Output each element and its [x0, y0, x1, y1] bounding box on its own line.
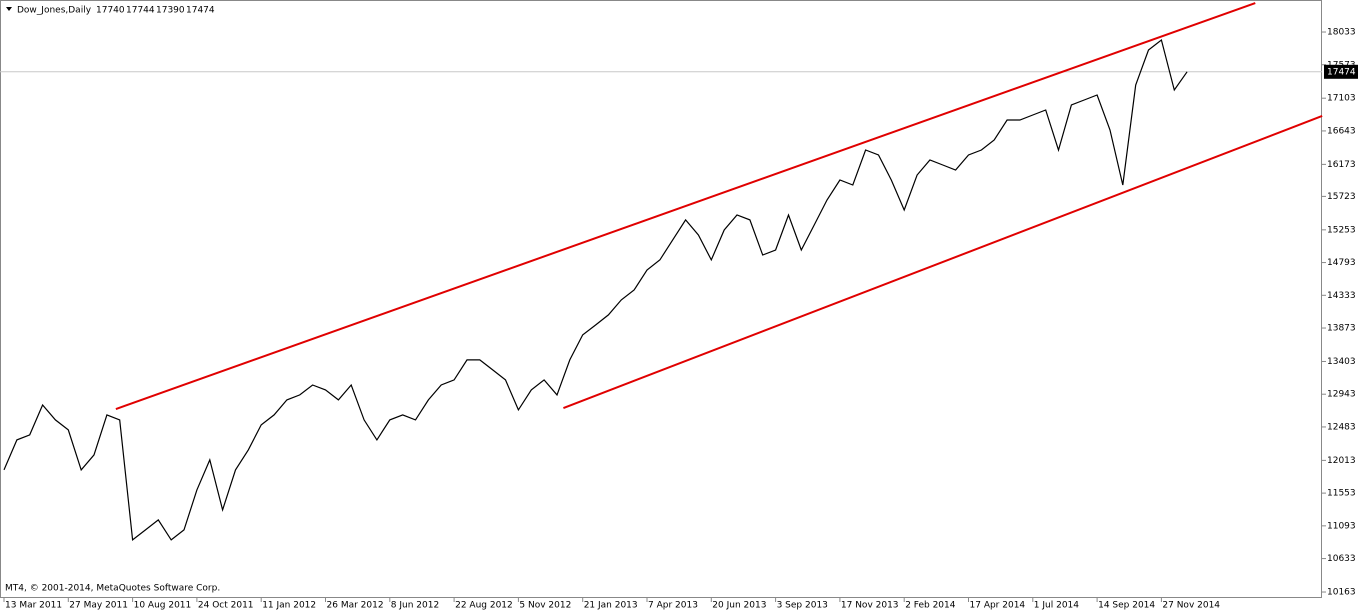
y-tick-label: 13403: [1327, 357, 1356, 367]
x-tick-label: 24 Oct 2011: [198, 601, 254, 611]
y-tick-label: 18033: [1327, 28, 1356, 38]
y-tick-label: 17103: [1327, 94, 1356, 104]
x-tick-label: 3 Sep 2013: [777, 601, 828, 611]
x-tick-label: 14 Sep 2014: [1098, 601, 1155, 611]
footer: MT4, © 2001-2014, MetaQuotes Software Co…: [5, 584, 220, 594]
x-tick-label: 5 Nov 2012: [519, 601, 571, 611]
x-tick-label: 20 Jun 2013: [712, 601, 766, 611]
x-tick-label: 27 Nov 2014: [1162, 601, 1220, 611]
y-tick-label: 15253: [1327, 225, 1356, 235]
ohlc-value: 17390: [156, 6, 185, 16]
ohlc-value: 17740: [96, 6, 125, 16]
y-tick-label: 10633: [1327, 554, 1356, 564]
y-tick-label: 15723: [1327, 192, 1356, 202]
price-line: [3, 38, 1188, 542]
y-tick-label: 14333: [1327, 291, 1356, 301]
x-tick-label: 21 Jan 2013: [584, 601, 638, 611]
y-tick-label: 12013: [1327, 456, 1356, 466]
x-tick-label: 1 Jul 2014: [1034, 601, 1079, 611]
last-price-label: 17474: [1327, 67, 1356, 77]
last-price-box: [1324, 64, 1358, 79]
y-tick-label: 12483: [1327, 422, 1356, 432]
menu-arrow: [6, 7, 12, 11]
x-tick-label: 26 Mar 2012: [327, 601, 384, 611]
y-tick-label: 10163: [1327, 588, 1356, 598]
y-tick-label: 16643: [1327, 126, 1356, 136]
trendline: [115, 2, 1256, 410]
y-tick-label: 11553: [1327, 489, 1356, 499]
x-tick-label: 17 Apr 2014: [970, 601, 1026, 611]
ohlc-value: 17744: [126, 6, 155, 16]
chart-title: Dow_Jones,Daily: [17, 6, 92, 16]
x-tick-label: 7 Apr 2013: [648, 601, 698, 611]
y-tick-label: 12943: [1327, 390, 1356, 400]
x-tick-label: 11 Jan 2012: [262, 601, 316, 611]
plot-frame: [0, 0, 1322, 598]
x-tick-label: 10 Aug 2011: [134, 601, 192, 611]
y-tick-label: 13873: [1327, 324, 1356, 334]
y-tick-label: 11093: [1327, 521, 1356, 531]
x-tick-label: 2 Feb 2014: [905, 601, 956, 611]
x-tick-label: 27 May 2011: [69, 601, 128, 611]
x-tick-label: 8 Jun 2012: [391, 601, 439, 611]
x-tick-label: 22 Aug 2012: [455, 601, 513, 611]
y-tick-label: 14793: [1327, 258, 1356, 268]
ohlc-value: 17474: [186, 6, 215, 16]
y-tick-label: 16173: [1327, 160, 1356, 170]
x-tick-label: 17 Nov 2013: [841, 601, 899, 611]
x-tick-label: 13 Mar 2011: [5, 601, 62, 611]
trendline: [563, 115, 1323, 409]
